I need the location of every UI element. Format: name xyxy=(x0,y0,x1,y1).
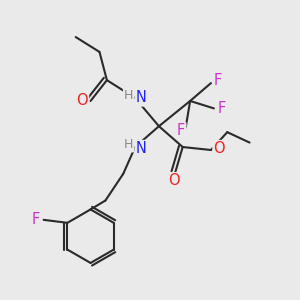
Text: F: F xyxy=(31,212,39,227)
Text: H: H xyxy=(124,138,133,152)
Text: N: N xyxy=(136,141,146,156)
Text: O: O xyxy=(168,173,180,188)
Text: F: F xyxy=(218,101,226,116)
Text: O: O xyxy=(76,94,88,109)
Text: O: O xyxy=(213,141,225,156)
Text: F: F xyxy=(177,123,185,138)
Text: H: H xyxy=(124,89,133,102)
Text: F: F xyxy=(213,73,222,88)
Text: N: N xyxy=(136,91,146,106)
